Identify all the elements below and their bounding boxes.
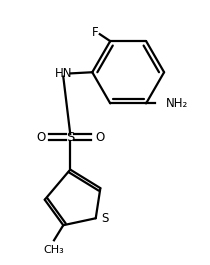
Text: S: S (66, 131, 74, 144)
Text: S: S (101, 212, 108, 225)
Text: HN: HN (55, 67, 72, 80)
Text: F: F (92, 26, 99, 39)
Text: CH₃: CH₃ (44, 245, 64, 255)
Text: O: O (95, 131, 104, 144)
Text: NH₂: NH₂ (166, 97, 188, 110)
Text: O: O (36, 131, 45, 144)
